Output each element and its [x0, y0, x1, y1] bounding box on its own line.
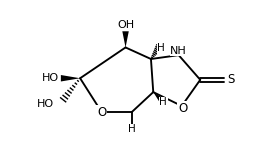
Text: S: S — [227, 73, 235, 86]
Text: HO: HO — [42, 73, 59, 83]
Text: H: H — [159, 97, 167, 107]
Text: H: H — [157, 43, 165, 53]
Text: HO: HO — [37, 99, 54, 109]
Text: H: H — [128, 124, 136, 134]
Polygon shape — [61, 75, 80, 82]
Text: O: O — [178, 102, 187, 115]
Polygon shape — [122, 31, 129, 47]
Text: O: O — [97, 106, 106, 119]
Text: NH: NH — [170, 46, 187, 55]
Text: OH: OH — [117, 20, 134, 30]
Polygon shape — [153, 92, 165, 104]
